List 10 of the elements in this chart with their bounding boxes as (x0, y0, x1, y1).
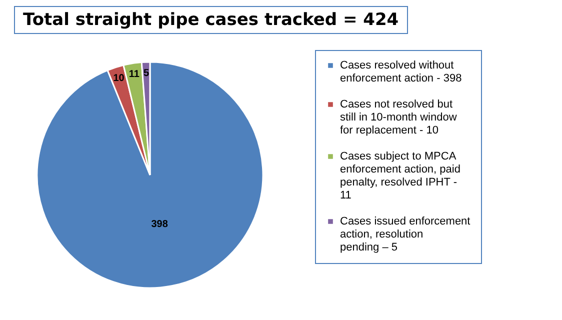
data-label: 5 (143, 68, 150, 80)
pie-slice (36, 61, 264, 289)
chart-title: Total straight pipe cases tracked = 424 (14, 6, 408, 34)
legend-label: Cases issued enforcement action, resolution pending – 5 (340, 216, 470, 254)
data-label: 11 (128, 69, 140, 80)
data-label: 10 (113, 72, 125, 84)
legend-label: Cases not resolved but still in 10-month window for replacement - 10 (340, 98, 457, 136)
legend-label: Cases resolved without enforcement action - 398 (340, 60, 462, 84)
legend-label: Cases subject to MPCA enforcement action, paid penalty, resolved IPHT - 11 (340, 150, 460, 202)
data-label: 398 (151, 219, 168, 230)
